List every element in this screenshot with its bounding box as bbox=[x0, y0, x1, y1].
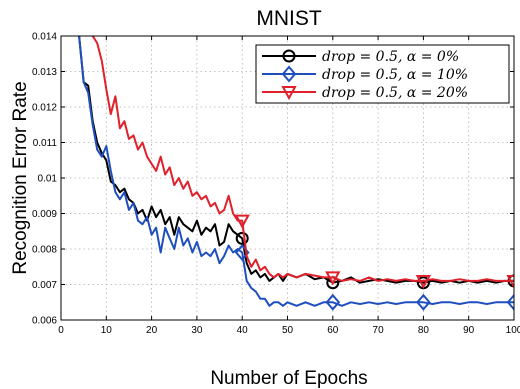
legend-label-alpha-0: drop = 0.5, α = 0% bbox=[322, 49, 459, 65]
marker-alpha-0 bbox=[235, 231, 249, 245]
axis-ticks: 0 10 20 30 40 50 60 70 80 90 100 0.006 0.007 0.008 0.0… bbox=[32, 32, 520, 337]
x-tick-label: 90 bbox=[463, 325, 475, 336]
y-tick-label: 0.014 bbox=[32, 32, 57, 43]
legend-marker-alpha-20 bbox=[281, 86, 297, 101]
marker-alpha-20 bbox=[234, 214, 250, 229]
x-tick-label: 70 bbox=[373, 325, 385, 336]
chart-title: MNIST bbox=[256, 7, 322, 30]
legend-label-alpha-20: drop = 0.5, α = 20% bbox=[322, 85, 468, 101]
marker-alpha-20 bbox=[415, 274, 432, 290]
y-tick-label: 0.006 bbox=[32, 316, 57, 327]
y-tick-label: 0.01 bbox=[38, 174, 58, 185]
marker-alpha-10 bbox=[506, 293, 514, 311]
x-tick-label: 40 bbox=[237, 325, 249, 336]
legend-marker-alpha-10 bbox=[281, 65, 297, 83]
series-alpha-20 bbox=[91, 36, 514, 290]
y-tick-label: 0.013 bbox=[32, 67, 57, 78]
x-tick-label: 10 bbox=[101, 325, 113, 336]
legend-marker-alpha-0 bbox=[282, 49, 296, 63]
series-lines bbox=[78, 36, 514, 311]
marker-alpha-10 bbox=[325, 293, 341, 311]
x-tick-label: 30 bbox=[191, 325, 203, 336]
x-tick-label: 50 bbox=[282, 325, 294, 336]
y-tick-label: 0.009 bbox=[32, 209, 57, 220]
marker-alpha-20 bbox=[506, 274, 514, 290]
legend: drop = 0.5, α = 0% drop = 0.5, α = 10% dro… bbox=[255, 44, 510, 104]
x-tick-label: 60 bbox=[327, 325, 339, 336]
y-tick-label: 0.008 bbox=[32, 245, 57, 256]
y-tick-label: 0.012 bbox=[32, 103, 57, 114]
x-tick-label: 80 bbox=[418, 325, 430, 336]
x-tick-label: 100 bbox=[506, 325, 520, 336]
x-tick-label: 0 bbox=[58, 325, 64, 336]
plot-frame bbox=[60, 35, 515, 321]
y-tick-label: 0.007 bbox=[32, 280, 57, 291]
x-tick-label: 20 bbox=[146, 325, 158, 336]
series-line-alpha-10 bbox=[78, 36, 514, 307]
y-tick-label: 0.011 bbox=[33, 138, 58, 149]
y-axis-label: Recognition Error Rate bbox=[10, 81, 31, 274]
x-axis-label: Number of Epochs bbox=[210, 368, 367, 389]
marker-alpha-20 bbox=[325, 271, 341, 286]
marker-alpha-10 bbox=[416, 293, 431, 311]
legend-label-alpha-10: drop = 0.5, α = 10% bbox=[322, 67, 468, 83]
